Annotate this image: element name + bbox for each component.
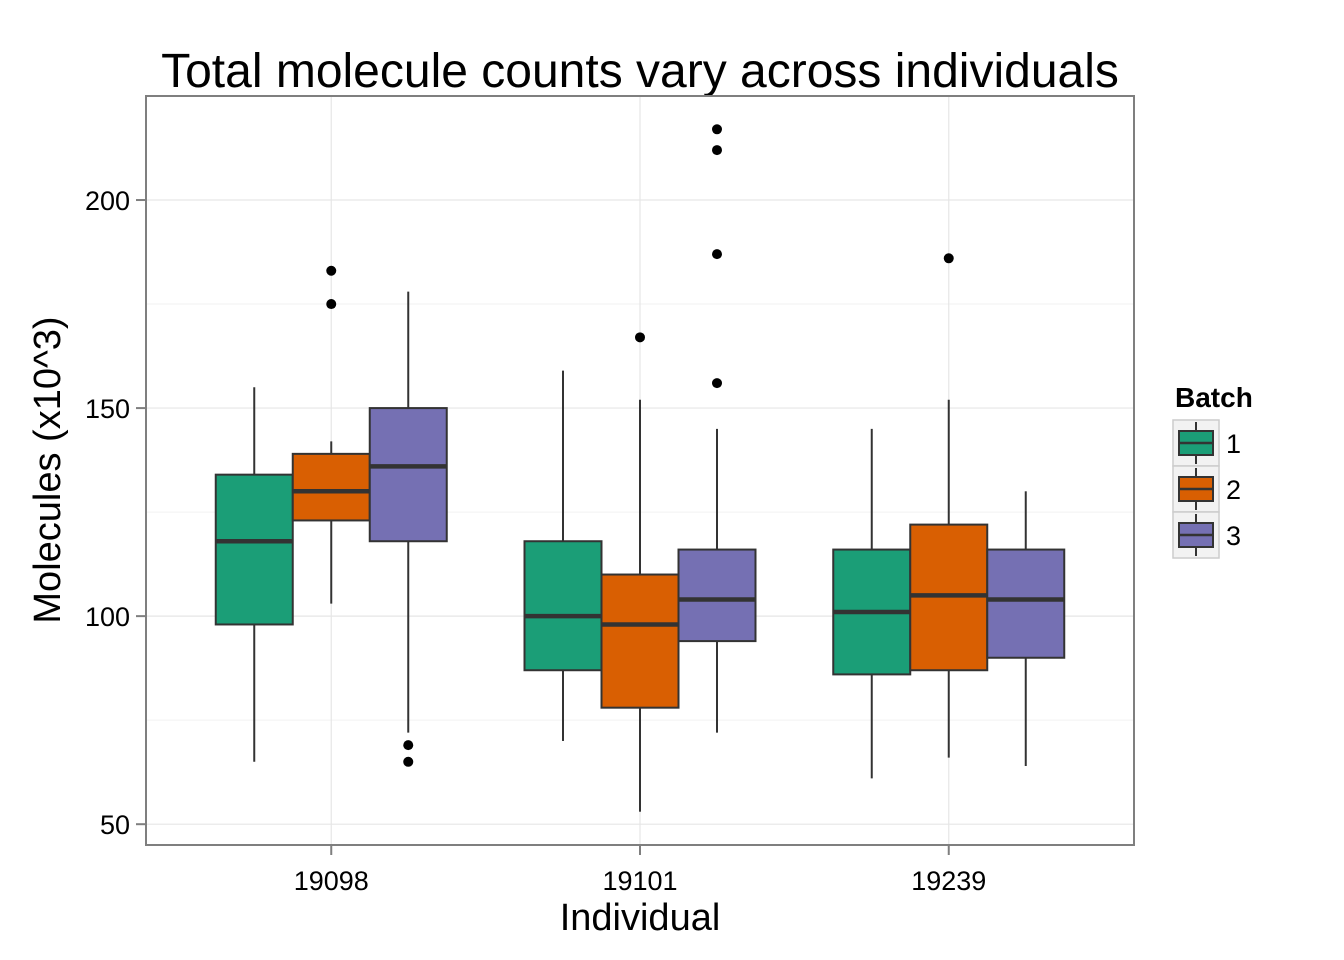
legend-title: Batch (1175, 382, 1253, 413)
y-axis-title: Molecules (x10^3) (27, 316, 69, 623)
box-19098-batch-2 (291, 265, 371, 604)
legend-label: 3 (1226, 521, 1241, 551)
outlier-point (326, 265, 337, 276)
box-iqr (214, 473, 294, 626)
y-tick-label: 100 (85, 602, 130, 632)
plot-panel (145, 95, 1135, 846)
box-iqr (677, 548, 757, 643)
y-tick-label: 50 (100, 810, 130, 840)
box-19098-batch-3 (368, 291, 448, 767)
x-tick-label: 19239 (911, 866, 986, 896)
box-iqr (986, 548, 1066, 659)
box-19239-batch-2 (909, 253, 989, 758)
box-iqr (600, 573, 680, 709)
outlier-point (635, 332, 645, 343)
box-iqr (368, 407, 448, 543)
outlier-point (712, 124, 722, 135)
outlier-point (712, 145, 722, 156)
box-19239-batch-1 (832, 428, 912, 779)
outlier-point (403, 756, 414, 767)
legend-label: 1 (1226, 429, 1241, 459)
box-19098-batch-1 (214, 387, 294, 762)
outlier-point (712, 378, 722, 389)
legend-item-batch-2: 2 (1172, 465, 1241, 513)
box-19101-batch-1 (523, 370, 603, 741)
outlier-point (712, 249, 722, 260)
y-tick-label: 150 (85, 394, 130, 424)
outlier-point (943, 253, 954, 264)
x-axis-title: Individual (560, 897, 721, 939)
box-19239-batch-3 (986, 491, 1066, 766)
x-tick-label: 19098 (294, 866, 369, 896)
outlier-point (326, 299, 337, 310)
y-tick-label: 200 (85, 186, 130, 216)
legend-item-batch-3: 3 (1172, 511, 1241, 559)
legend: Batch 1 2 3 (1172, 382, 1253, 559)
legend-label: 2 (1226, 475, 1241, 505)
box-iqr (291, 452, 371, 522)
chart-title: Total molecule counts vary across indivi… (161, 45, 1119, 98)
legend-item-batch-1: 1 (1172, 419, 1241, 467)
x-tick-label: 19101 (602, 866, 677, 896)
box-19101-batch-3 (677, 124, 757, 733)
box-iqr (523, 540, 603, 672)
outlier-point (403, 740, 414, 751)
box-19101-batch-2 (600, 332, 680, 812)
